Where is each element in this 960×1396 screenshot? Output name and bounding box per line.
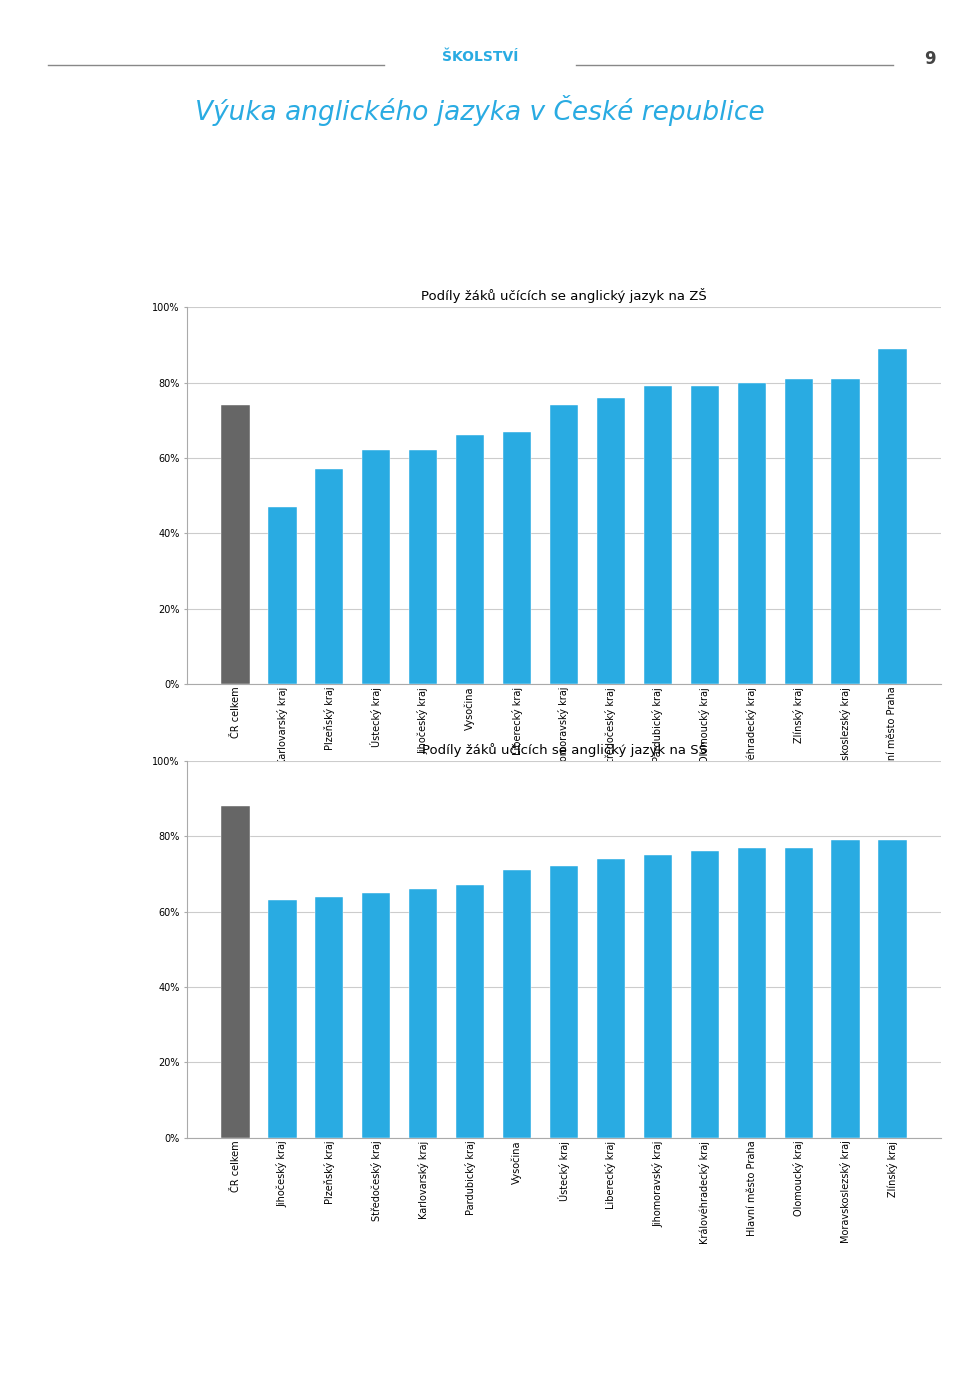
Bar bbox=[222, 405, 250, 684]
Bar bbox=[503, 431, 531, 684]
Bar bbox=[362, 893, 391, 1138]
Bar bbox=[269, 507, 297, 684]
Title: Podíly žáků učících se anglický jazyk na SŠ: Podíly žáků učících se anglický jazyk na… bbox=[421, 741, 707, 757]
Bar bbox=[362, 451, 391, 684]
Bar bbox=[456, 436, 484, 684]
Bar bbox=[737, 383, 766, 684]
Bar bbox=[690, 852, 719, 1138]
Bar bbox=[597, 398, 625, 684]
Bar bbox=[784, 378, 813, 684]
Title: Podíly žáků učících se anglický jazyk na ZŠ: Podíly žáků učících se anglický jazyk na… bbox=[421, 288, 707, 303]
Bar bbox=[644, 387, 672, 684]
Text: Výuka anglického jazyka v České republice: Výuka anglického jazyka v České republic… bbox=[195, 95, 765, 126]
Bar bbox=[269, 900, 297, 1138]
Bar bbox=[644, 854, 672, 1138]
Bar bbox=[690, 387, 719, 684]
Bar bbox=[409, 451, 438, 684]
Bar bbox=[503, 870, 531, 1138]
Bar bbox=[315, 896, 344, 1138]
Bar bbox=[315, 469, 344, 684]
Bar bbox=[784, 847, 813, 1138]
Bar bbox=[597, 859, 625, 1138]
Bar bbox=[737, 847, 766, 1138]
Text: 9: 9 bbox=[924, 50, 936, 68]
Bar bbox=[550, 405, 578, 684]
Bar bbox=[878, 349, 906, 684]
Bar bbox=[550, 867, 578, 1138]
Bar bbox=[831, 840, 859, 1138]
Bar bbox=[222, 805, 250, 1138]
Bar bbox=[456, 885, 484, 1138]
Bar bbox=[831, 378, 859, 684]
Bar bbox=[409, 889, 438, 1138]
Text: ŠKOLSTVÍ: ŠKOLSTVÍ bbox=[442, 50, 518, 64]
Bar bbox=[878, 840, 906, 1138]
